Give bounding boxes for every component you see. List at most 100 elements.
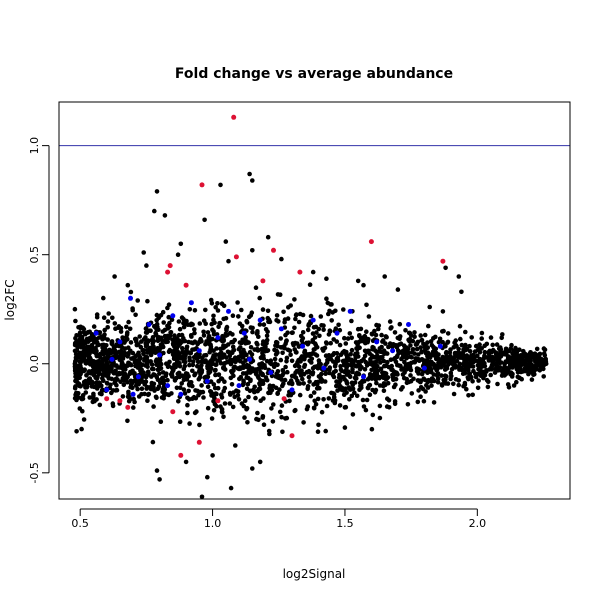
data-point [187,355,192,361]
data-points [72,114,549,500]
data-point [148,386,154,392]
data-point [83,390,89,395]
x-tick-label: 1.0 [204,517,222,530]
data-point [462,343,467,349]
data-point [397,321,403,327]
data-point [145,392,151,398]
data-point [290,341,296,346]
data-point [328,340,334,346]
data-point [260,414,266,419]
data-point [276,319,281,324]
data-point [271,247,276,253]
data-point [113,368,118,374]
data-point [257,382,263,388]
data-point [314,330,319,335]
data-point [316,358,322,363]
data-point [281,381,286,387]
data-point [177,326,183,332]
data-point [323,353,329,359]
data-point [341,307,346,312]
data-point [86,377,92,382]
data-point [169,317,175,323]
data-point [158,419,164,425]
data-point [272,347,277,353]
data-point [196,439,202,445]
data-point [218,182,223,188]
data-point [110,315,115,321]
data-point [255,329,260,334]
data-point [282,320,287,325]
data-point [248,313,254,318]
data-point [293,316,298,322]
data-point [420,386,426,392]
data-point [186,388,191,394]
data-point [456,346,461,352]
data-point [407,338,412,344]
data-point [422,344,428,350]
data-point [128,295,133,301]
data-point [209,301,215,306]
data-point [297,311,303,317]
data-point [528,350,533,355]
data-point [357,367,363,372]
data-point [321,397,326,402]
data-point [343,368,349,373]
data-point [100,349,105,354]
data-point [213,372,218,378]
data-point [143,379,149,385]
data-point [257,317,263,323]
data-point [144,330,150,335]
data-point [352,380,358,385]
data-point [210,453,215,458]
data-point [230,404,236,410]
data-point [228,485,234,491]
data-point [440,258,446,264]
data-point [264,377,270,383]
data-point [105,325,110,330]
data-point [87,395,92,400]
data-point [279,414,284,420]
data-point [347,331,353,336]
data-point [488,372,494,378]
data-point [418,379,423,385]
data-point [332,400,338,406]
data-point [225,359,231,365]
data-point [355,278,361,284]
data-point [486,358,492,363]
data-point [533,363,538,369]
data-point [491,357,496,362]
data-point [330,359,336,364]
data-point [105,319,111,324]
data-point [412,351,417,356]
data-point [107,351,112,357]
data-point [467,349,473,354]
x-tick-label: 2.0 [469,517,487,530]
data-point [531,372,536,378]
data-point [199,182,205,188]
data-point [131,405,136,410]
data-point [306,368,312,374]
data-point [145,298,150,304]
data-point [397,336,402,342]
data-point [305,384,311,389]
data-point [531,368,537,374]
data-point [216,372,221,378]
data-point [337,372,342,378]
data-point [179,381,184,386]
data-point [396,363,402,368]
data-point [224,324,230,330]
data-point [204,378,210,384]
data-point [541,374,546,379]
data-point [278,336,284,341]
data-point [207,349,212,355]
data-point [187,307,193,312]
data-point [421,398,427,404]
data-point [312,398,318,404]
data-point [235,300,240,305]
data-point [287,348,293,354]
data-point [195,359,201,365]
data-point [419,338,424,343]
data-point [179,315,185,320]
data-point [374,380,379,386]
data-point [201,395,206,400]
